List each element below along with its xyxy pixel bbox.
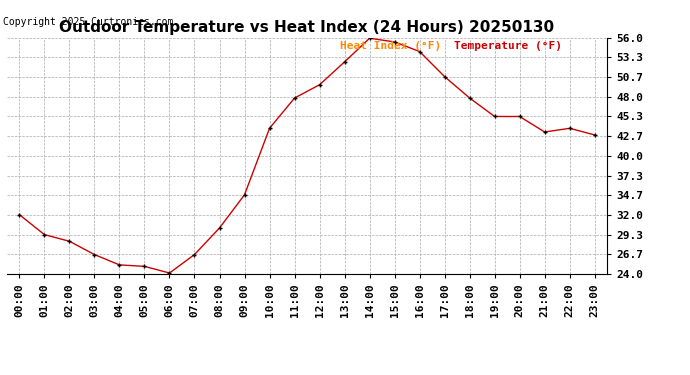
Point — [164, 270, 175, 276]
Point — [514, 114, 525, 120]
Point — [214, 225, 225, 231]
Point — [139, 263, 150, 269]
Point — [264, 125, 275, 131]
Point — [589, 132, 600, 138]
Point — [189, 252, 200, 258]
Point — [64, 238, 75, 244]
Point — [89, 252, 100, 258]
Point — [14, 211, 25, 217]
Point — [39, 232, 50, 238]
Point — [114, 262, 125, 268]
Point — [364, 35, 375, 41]
Text: Heat Index (°F): Heat Index (°F) — [340, 41, 442, 51]
Point — [439, 74, 450, 80]
Point — [389, 39, 400, 45]
Point — [464, 95, 475, 101]
Point — [339, 59, 350, 65]
Title: Outdoor Temperature vs Heat Index (24 Hours) 20250130: Outdoor Temperature vs Heat Index (24 Ho… — [59, 20, 555, 35]
Text: Temperature (°F): Temperature (°F) — [454, 41, 562, 51]
Point — [489, 114, 500, 120]
Point — [414, 48, 425, 54]
Text: Copyright 2025 Curtronics.com: Copyright 2025 Curtronics.com — [3, 17, 174, 27]
Point — [539, 129, 550, 135]
Point — [564, 125, 575, 131]
Point — [289, 95, 300, 101]
Point — [239, 192, 250, 198]
Point — [314, 82, 325, 88]
